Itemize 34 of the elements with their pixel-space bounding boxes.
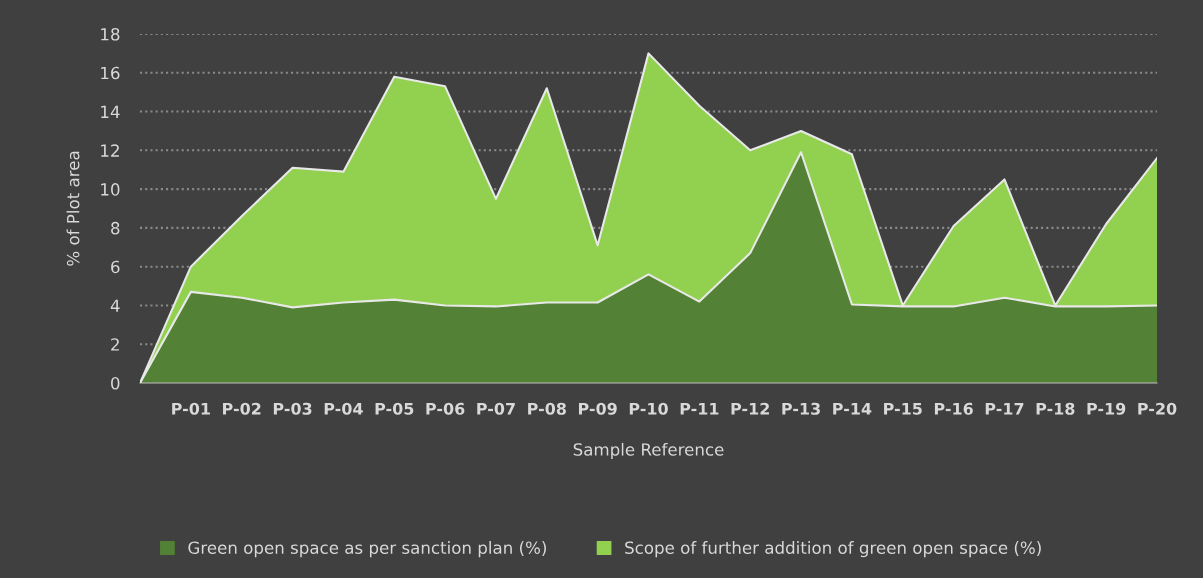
x-tick-label: P-03 [273,402,312,415]
x-tick-label: P-10 [629,402,668,415]
x-tick-label: P-04 [324,402,363,415]
x-tick-label: P-02 [223,402,261,415]
x-tick-label: P-05 [375,402,414,415]
x-tick-label: P-16 [934,402,973,415]
legend-label: Scope of further addition of green open space (%) [625,541,1041,558]
x-tick-label: P-07 [477,402,515,415]
y-tick-label: 0 [111,376,120,390]
y-tick-label: 8 [111,221,120,235]
y-axis-title: % of Plot area [66,151,80,266]
y-tick-label: 4 [110,299,120,312]
x-tick-label: P-15 [884,402,922,415]
x-tick-label: P-17 [985,402,1024,415]
legend-label: Green open space as per sanction plan (%) [188,541,546,558]
x-tick-label: P-14 [833,402,872,415]
x-tick-label: P-18 [1036,402,1075,415]
y-tick-label: 10 [101,183,120,196]
y-tick-label: 14 [101,105,120,118]
x-axis-title: Sample Reference [573,442,724,460]
x-tick-label: P-19 [1087,402,1126,415]
y-tick-label: 2 [111,338,119,351]
x-tick-label: P-08 [528,402,566,415]
x-tick-label: P-01 [172,402,210,415]
y-tick-label: 16 [101,66,120,80]
x-tick-label: P-06 [426,402,465,415]
y-tick-label: 18 [101,27,120,41]
x-tick-label: P-13 [782,402,820,415]
y-tick-label: 12 [101,144,119,157]
x-tick-label: P-11 [680,402,719,415]
x-tick-label: P-12 [731,402,769,415]
y-tick-label: 6 [111,260,120,274]
x-tick-label: P-09 [578,402,617,415]
x-tick-label: P-20 [1138,402,1177,415]
